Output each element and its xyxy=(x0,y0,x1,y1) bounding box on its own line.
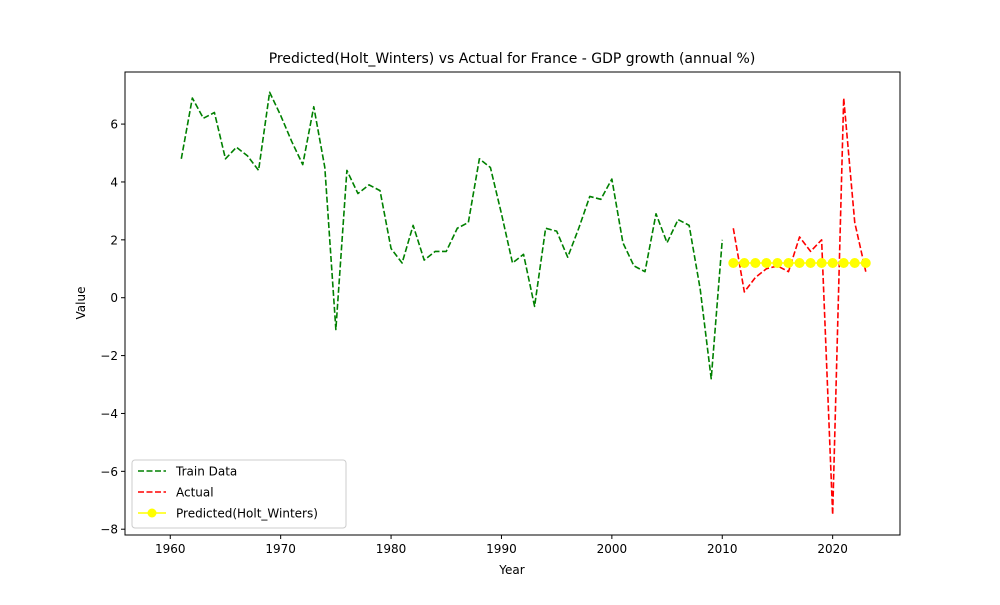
y-tick-label: −8 xyxy=(100,523,118,537)
x-tick-label: 1960 xyxy=(155,542,186,556)
y-tick-label: 4 xyxy=(110,175,118,189)
series-point-3 xyxy=(816,257,827,268)
x-tick-label: 1980 xyxy=(376,542,407,556)
chart-title: Predicted(Holt_Winters) vs Actual for Fr… xyxy=(269,51,756,67)
x-tick-label: 2020 xyxy=(817,542,848,556)
legend-marker xyxy=(147,508,157,518)
x-tick-label: 1990 xyxy=(486,542,517,556)
axes-frame xyxy=(124,71,901,536)
series-point-3 xyxy=(728,257,739,268)
x-tick-label: 2010 xyxy=(707,542,738,556)
legend-label: Train Data xyxy=(175,465,237,479)
y-tick-label: −6 xyxy=(100,465,118,479)
y-tick-label: −2 xyxy=(100,349,118,363)
plot-area: 1960 1970 1980 1990 2000 2010 2020 −8 −6 −4 −2 0 2 4 6 xyxy=(100,71,901,556)
series-point-3 xyxy=(849,257,860,268)
x-axis-label: Year xyxy=(498,563,524,577)
series-line-1 xyxy=(180,91,724,380)
legend-label: Predicted(Holt_Winters) xyxy=(176,507,318,521)
series-line-2 xyxy=(732,97,867,516)
x-tick-label: 2000 xyxy=(597,542,628,556)
series-point-3 xyxy=(805,257,816,268)
legend: Train Data Actual Predicted(Holt_Winters) xyxy=(131,459,347,529)
series-point-3 xyxy=(794,257,805,268)
series-point-3 xyxy=(761,257,772,268)
legend-box xyxy=(131,459,347,529)
series-point-3 xyxy=(827,257,838,268)
y-tick-label: 6 xyxy=(110,118,118,132)
series-point-3 xyxy=(783,257,794,268)
series-point-3 xyxy=(739,257,750,268)
series-point-3 xyxy=(750,257,761,268)
series-point-3 xyxy=(838,257,849,268)
y-axis-label: Value xyxy=(74,287,88,320)
y-tick-label: −4 xyxy=(100,407,118,421)
y-tick-label: 0 xyxy=(110,291,118,305)
series-point-3 xyxy=(860,257,871,268)
x-tick-label: 1970 xyxy=(265,542,296,556)
y-tick-label: 2 xyxy=(110,233,118,247)
series-point-3 xyxy=(772,257,783,268)
legend-label: Actual xyxy=(176,486,214,500)
